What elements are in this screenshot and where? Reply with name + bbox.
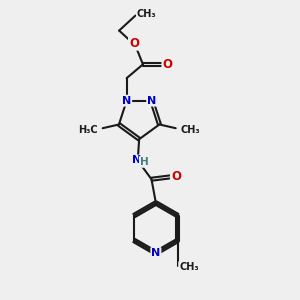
Text: O: O <box>162 58 172 71</box>
Text: H₃C: H₃C <box>78 125 98 135</box>
Text: N: N <box>147 96 156 106</box>
Text: CH₃: CH₃ <box>137 9 157 19</box>
Text: H: H <box>140 157 148 167</box>
Text: N: N <box>132 155 141 166</box>
Text: O: O <box>171 170 181 183</box>
Text: CH₃: CH₃ <box>181 125 201 135</box>
Text: CH₃: CH₃ <box>179 262 199 272</box>
Text: N: N <box>122 96 131 106</box>
Text: O: O <box>129 37 139 50</box>
Text: N: N <box>151 248 160 258</box>
